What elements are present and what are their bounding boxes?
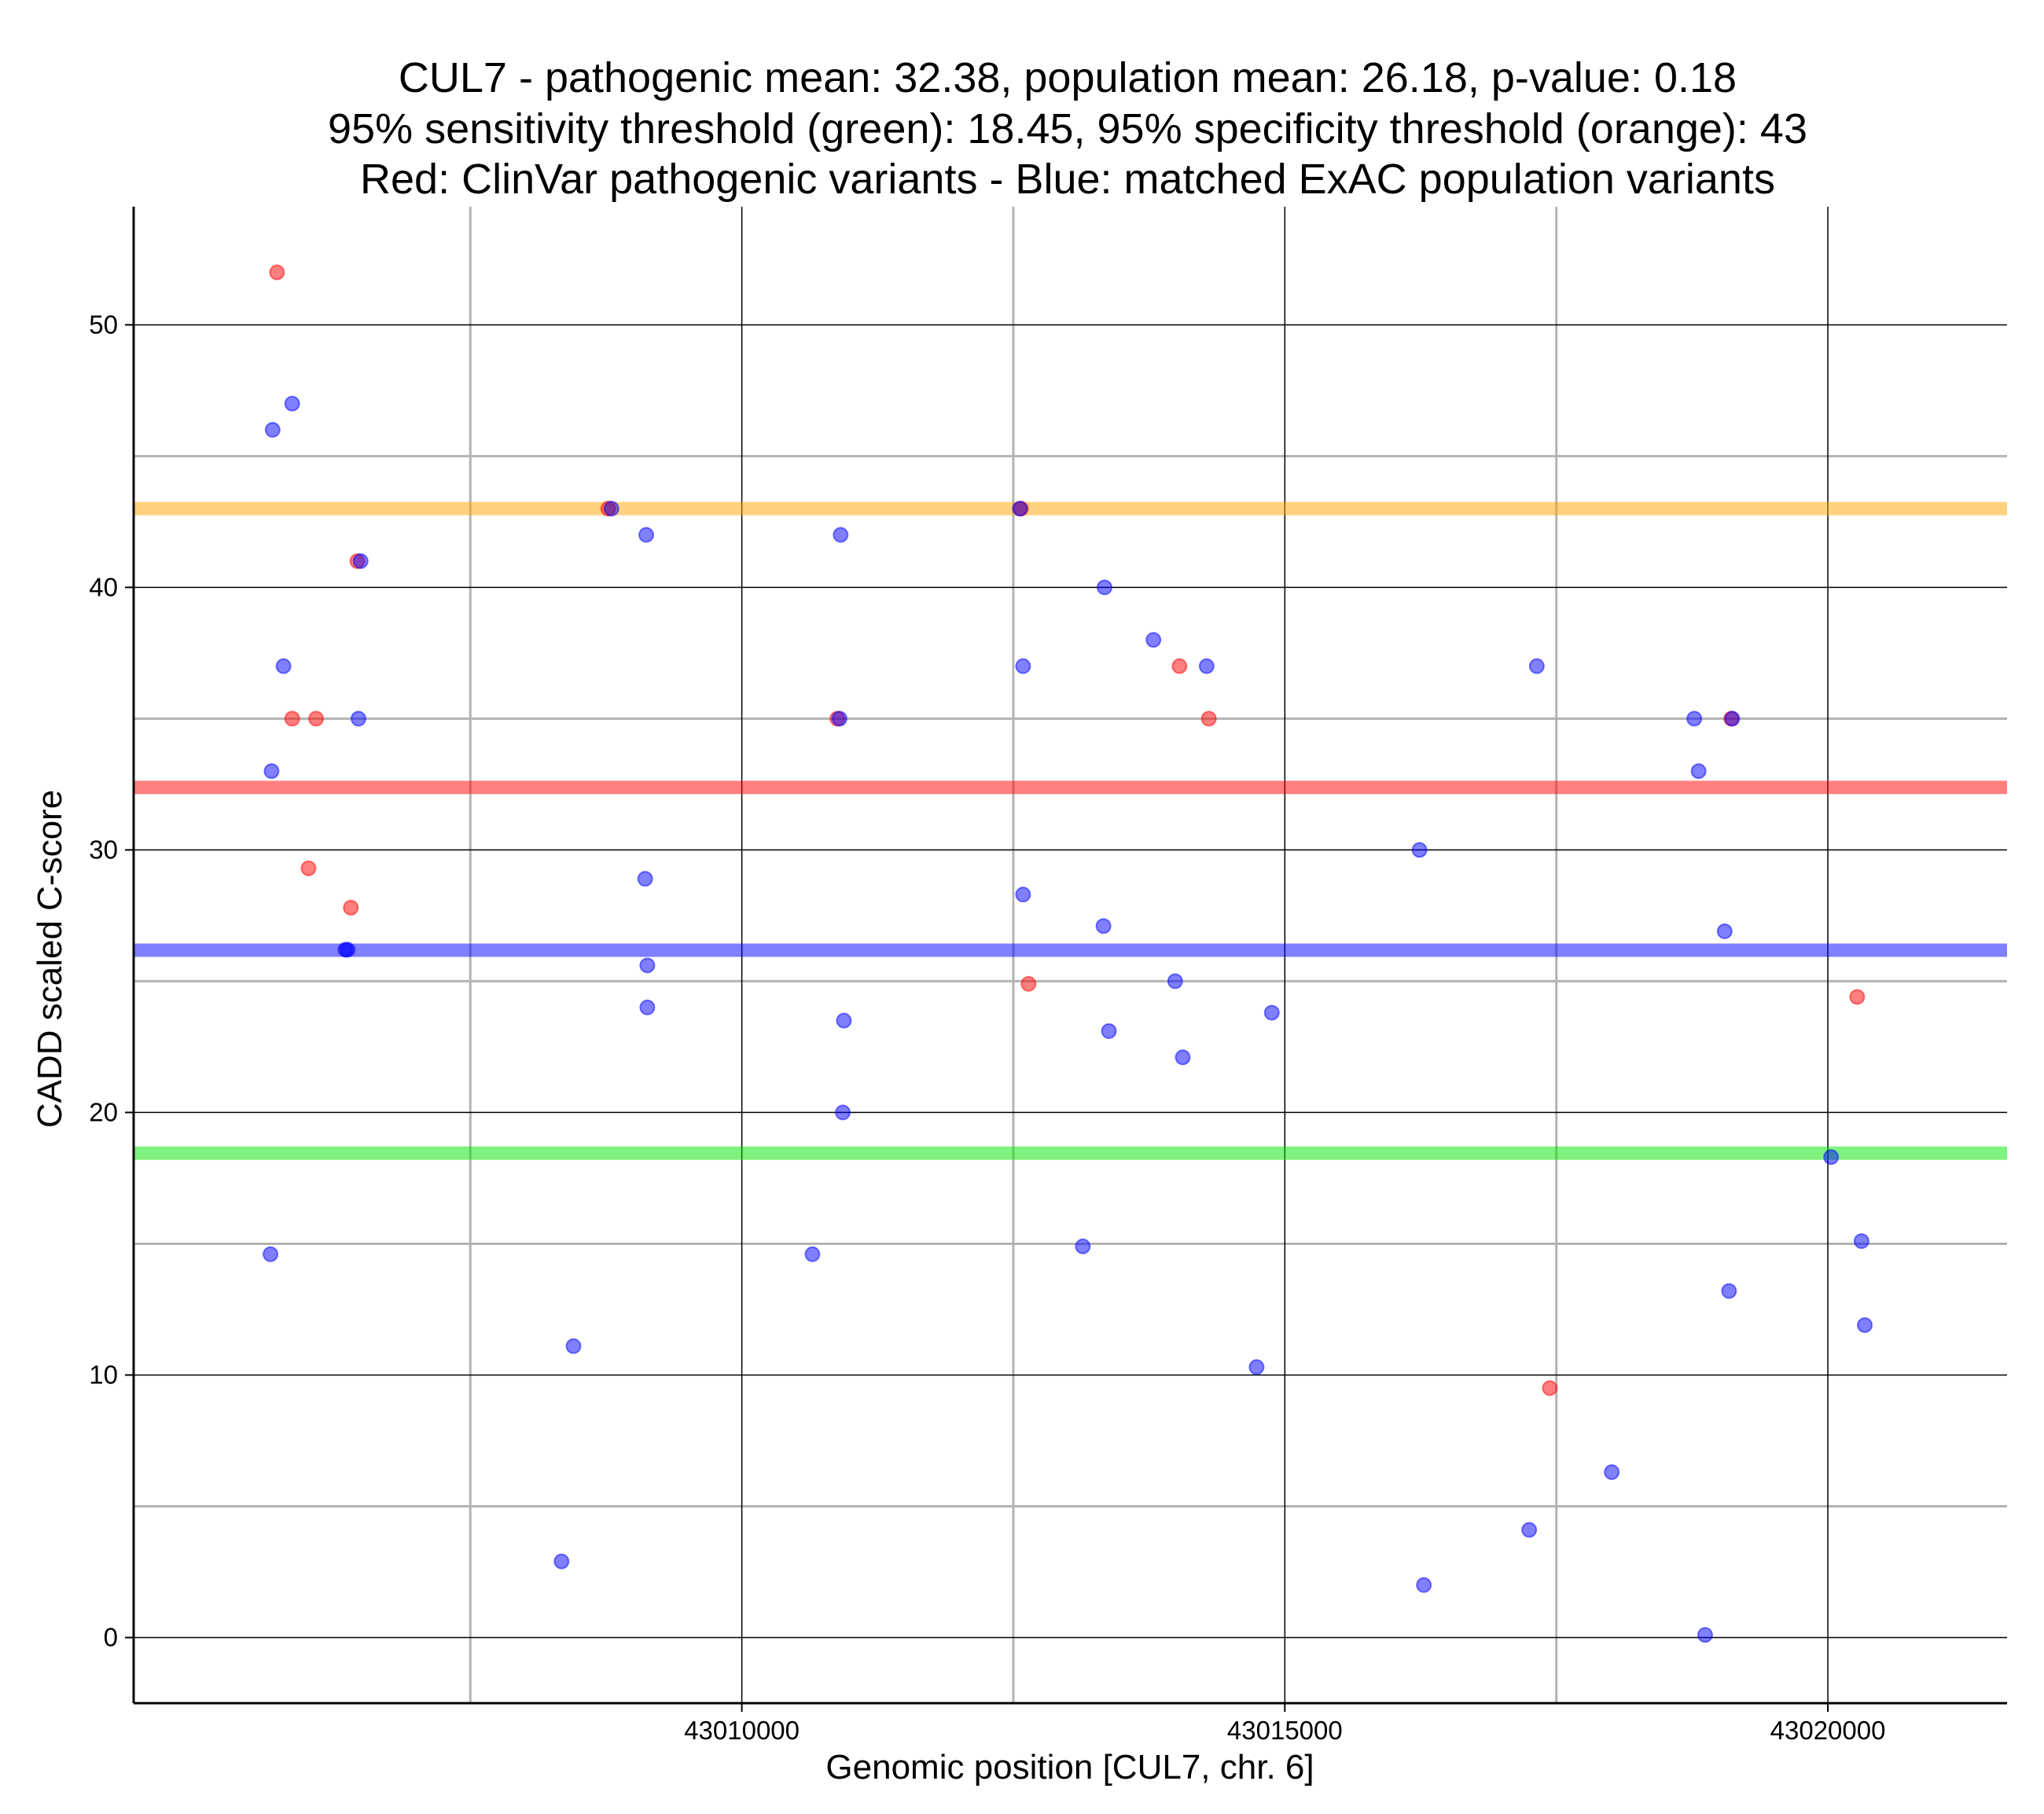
pathogenic-point [1200,711,1217,727]
pathogenic-point [1542,1380,1558,1397]
population-point [1690,763,1707,780]
population-point [1015,887,1031,903]
population-point [1095,918,1112,935]
population-point [639,999,656,1015]
title-line-3: Red: ClinVar pathogenic variants - Blue:… [360,156,1775,203]
population-point [1198,658,1215,674]
population-point [1686,711,1703,727]
population-point [1857,1316,1873,1333]
data-points [263,264,1873,1643]
population-point [1263,1004,1280,1021]
population-point [263,763,280,780]
title-line-2: 95% sensitivity threshold (green): 18.45… [328,105,1807,152]
population-point [565,1338,582,1354]
population-point [275,658,292,674]
pathogenic-point [1020,975,1037,992]
population-point [831,711,847,727]
population-point [263,1246,279,1262]
pathogenic-point [1171,658,1188,674]
population-point [1175,1049,1191,1066]
population-point [340,942,356,958]
population-point [1075,1238,1091,1254]
population-point [1248,1359,1265,1375]
y-tick-label: 0 [104,1622,118,1651]
y-tick-label: 40 [89,572,118,601]
pathogenic-point [284,711,300,727]
chart-title: CUL7 - pathogenic mean: 32.38, populatio… [328,54,1807,203]
axes [132,207,2007,1705]
population-point [638,527,655,543]
population-point [639,957,656,974]
population-point [1145,632,1162,648]
population-point [1015,658,1031,674]
population-point [1012,501,1028,517]
y-tick-label: 30 [89,835,118,864]
population-point [1724,711,1741,727]
x-tick-label: 43010000 [684,1716,800,1745]
population-point [553,1553,570,1570]
title-line-1: CUL7 - pathogenic mean: 32.38, populatio… [399,54,1737,101]
population-point [804,1246,821,1262]
y-ticks: 0 10 20 30 40 50 [89,310,134,1651]
x-ticks: 43010000 43015000 43020000 [684,1703,1885,1745]
y-axis-label: CADD scaled C-score [31,790,69,1128]
y-tick-label: 50 [89,310,118,339]
y-tick-label: 20 [89,1097,118,1126]
x-tick-label: 43020000 [1770,1716,1886,1745]
population-point [836,1012,852,1029]
x-axis-label: Genomic position [CUL7, chr. 6] [825,1748,1314,1786]
population-point [350,711,366,727]
population-point [1853,1233,1869,1250]
population-point [1411,842,1428,858]
population-point [1101,1023,1117,1039]
population-point [1167,973,1183,990]
population-point [1416,1577,1432,1593]
population-point [637,871,653,887]
population-point [603,501,619,517]
population-point [1721,1283,1737,1299]
pathogenic-point [269,264,285,281]
population-point [1716,923,1733,939]
population-point [1697,1627,1713,1643]
population-point [1604,1464,1620,1481]
x-tick-label: 43015000 [1227,1716,1343,1745]
population-point [1823,1149,1840,1166]
population-point [284,395,300,412]
population-point [1528,658,1545,674]
population-point [352,553,369,569]
reference-lines [134,501,2007,1160]
population-point [1521,1522,1538,1538]
y-tick-label: 10 [89,1360,118,1389]
pathogenic-point [1849,989,1866,1005]
pathogenic-point [308,711,325,727]
population-point [264,421,281,438]
population-point [833,527,849,543]
pathogenic-point [343,899,359,916]
pathogenic-point [300,860,317,876]
population-point [1097,579,1113,596]
population-point [835,1104,851,1121]
